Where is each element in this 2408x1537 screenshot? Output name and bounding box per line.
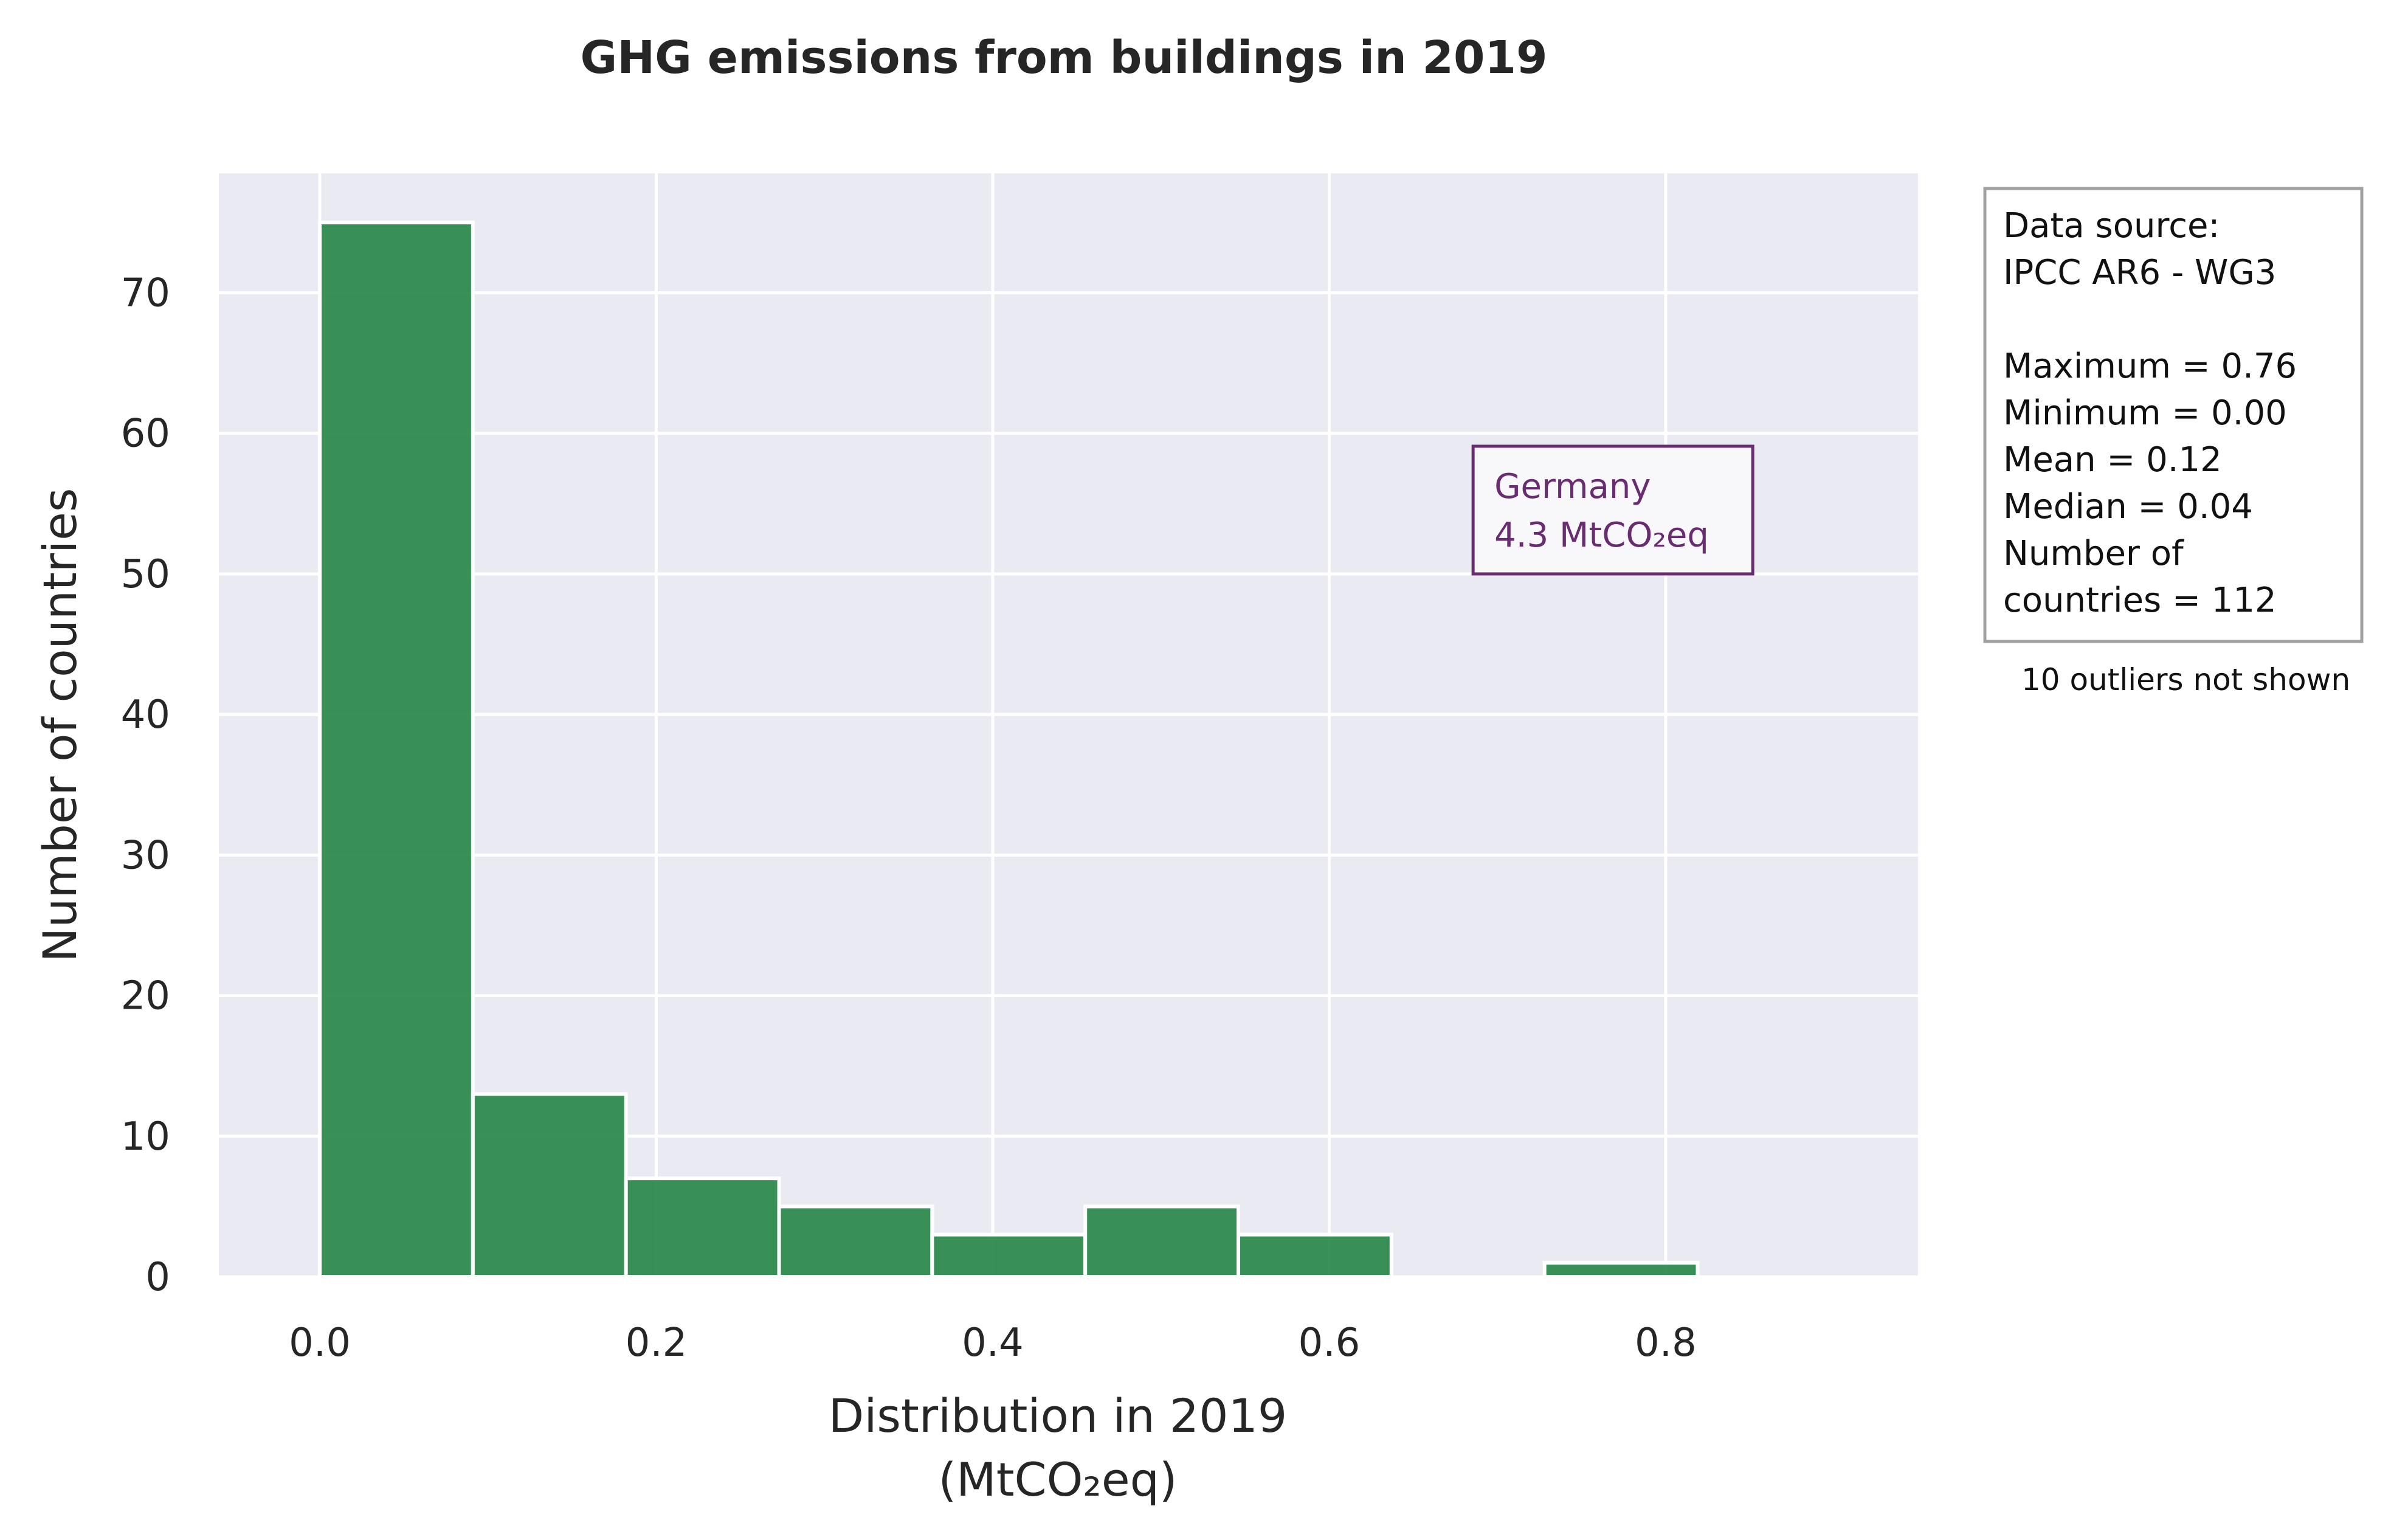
x-axis-label-line-1: Distribution in 2019	[829, 1389, 1287, 1443]
stats-line: Mean = 0.12	[2003, 440, 2222, 480]
stats-box: Data source: IPCC AR6 - WG3 Maximum = 0.…	[1983, 187, 2364, 697]
histogram-bar	[1237, 1232, 1393, 1279]
y-axis-label: Number of countries	[33, 488, 87, 962]
stats-line: IPCC AR6 - WG3	[2003, 253, 2276, 292]
annotation-value: 4.3 MtCO₂eq	[1494, 516, 1709, 555]
histogram-bar	[1542, 1260, 1700, 1279]
stats-line: countries = 112	[2003, 581, 2277, 620]
stats-line: Number of	[2003, 534, 2184, 573]
stats-lines: Data source: IPCC AR6 - WG3 Maximum = 0.…	[2003, 206, 2297, 620]
y-tick-label: 20	[121, 974, 170, 1019]
stats-line: Minimum = 0.00	[2003, 393, 2287, 433]
y-tick-label: 60	[121, 412, 170, 457]
histogram-bar	[471, 1092, 628, 1279]
stats-line: Median = 0.04	[2003, 487, 2253, 527]
stats-line: Data source:	[2003, 206, 2220, 246]
y-tick-label: 10	[121, 1114, 170, 1159]
stats-box-border	[1983, 187, 2364, 643]
x-tick-label: 0.2	[626, 1321, 688, 1366]
stats-line: Maximum = 0.76	[2003, 347, 2297, 386]
annotation-country: Germany	[1494, 467, 1651, 506]
histogram-bar	[318, 220, 475, 1279]
histogram-bar	[930, 1232, 1088, 1279]
annotation-box	[1471, 444, 1754, 576]
x-tick-label: 0.8	[1635, 1321, 1697, 1366]
histogram-bar	[624, 1176, 781, 1279]
histogram-bar	[1083, 1204, 1240, 1279]
y-tick-label: 0	[145, 1255, 170, 1300]
histogram-bar	[777, 1204, 934, 1279]
x-tick-label: 0.6	[1299, 1321, 1361, 1366]
y-tick-label: 40	[121, 693, 170, 737]
x-tick-label: 0.0	[289, 1321, 351, 1366]
y-tick-label: 50	[121, 552, 170, 597]
y-tick-label: 70	[121, 271, 170, 316]
germany-annotation: Germany 4.3 MtCO₂eq	[1471, 444, 1754, 576]
y-tick-label: 30	[121, 833, 170, 878]
outliers-note: 10 outliers not shown	[2021, 662, 2350, 697]
x-axis-label-line-2: (MtCO₂eq)	[938, 1452, 1177, 1507]
histogram-bars	[318, 220, 1700, 1279]
y-tick-labels: 0 10 20 30 40 50 60 70	[121, 271, 170, 1300]
x-tick-labels: 0.0 0.2 0.4 0.6 0.8	[289, 1321, 1697, 1366]
chart-title: GHG emissions from buildings in 2019	[581, 32, 1548, 84]
x-tick-label: 0.4	[962, 1321, 1024, 1366]
